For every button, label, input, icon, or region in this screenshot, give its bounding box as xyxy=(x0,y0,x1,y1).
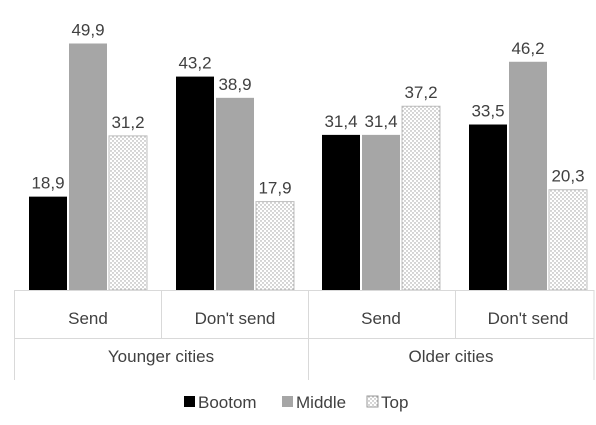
data-labels-layer: 18,9 43,2 31,4 33,5 49,9 38,9 31,4 46,2 31,2 17,9… xyxy=(31,20,584,197)
bar-bootom-2 xyxy=(322,134,360,290)
data-label-bootom-2: 31,4 xyxy=(324,112,357,131)
group-label-0: Younger cities xyxy=(108,347,214,366)
legend-label-bootom: Bootom xyxy=(198,393,257,412)
bar-middle-2 xyxy=(362,134,400,290)
category-label-0: Send xyxy=(68,309,108,328)
data-label-middle-0: 49,9 xyxy=(71,20,104,39)
group-label-1: Older cities xyxy=(408,347,493,366)
data-label-top-1: 17,9 xyxy=(258,179,291,198)
legend: Bootom Middle Top xyxy=(184,393,408,412)
bar-top-2 xyxy=(401,105,441,291)
data-label-middle-2: 31,4 xyxy=(364,112,397,131)
bar-top-0 xyxy=(108,135,148,291)
category-label-1: Don't send xyxy=(195,309,276,328)
bar-bootom-3 xyxy=(469,124,507,290)
data-label-top-2: 37,2 xyxy=(404,83,437,102)
bar-top-1 xyxy=(255,201,295,291)
category-label-3: Don't send xyxy=(488,309,569,328)
data-label-bootom-3: 33,5 xyxy=(471,102,504,121)
legend-swatch-middle xyxy=(282,396,293,407)
bar-middle-1 xyxy=(216,97,254,290)
legend-label-top: Top xyxy=(381,393,408,412)
bar-top-3 xyxy=(548,189,588,291)
bars-layer xyxy=(29,43,588,291)
data-label-bootom-1: 43,2 xyxy=(178,54,211,73)
category-label-2: Send xyxy=(361,309,401,328)
data-label-middle-3: 46,2 xyxy=(511,39,544,58)
data-label-middle-1: 38,9 xyxy=(218,75,251,94)
bar-bootom-1 xyxy=(176,76,214,290)
legend-label-middle: Middle xyxy=(296,393,346,412)
x-axis: Send Don't send Send Don't send Younger citi… xyxy=(14,290,595,380)
data-label-bootom-0: 18,9 xyxy=(31,174,64,193)
data-label-top-3: 20,3 xyxy=(551,167,584,186)
bar-middle-3 xyxy=(509,61,547,290)
legend-swatch-bootom xyxy=(184,396,195,407)
data-label-top-0: 31,2 xyxy=(111,113,144,132)
legend-swatch-top xyxy=(366,395,379,408)
bar-bootom-0 xyxy=(29,196,67,290)
bar-middle-0 xyxy=(69,43,107,290)
